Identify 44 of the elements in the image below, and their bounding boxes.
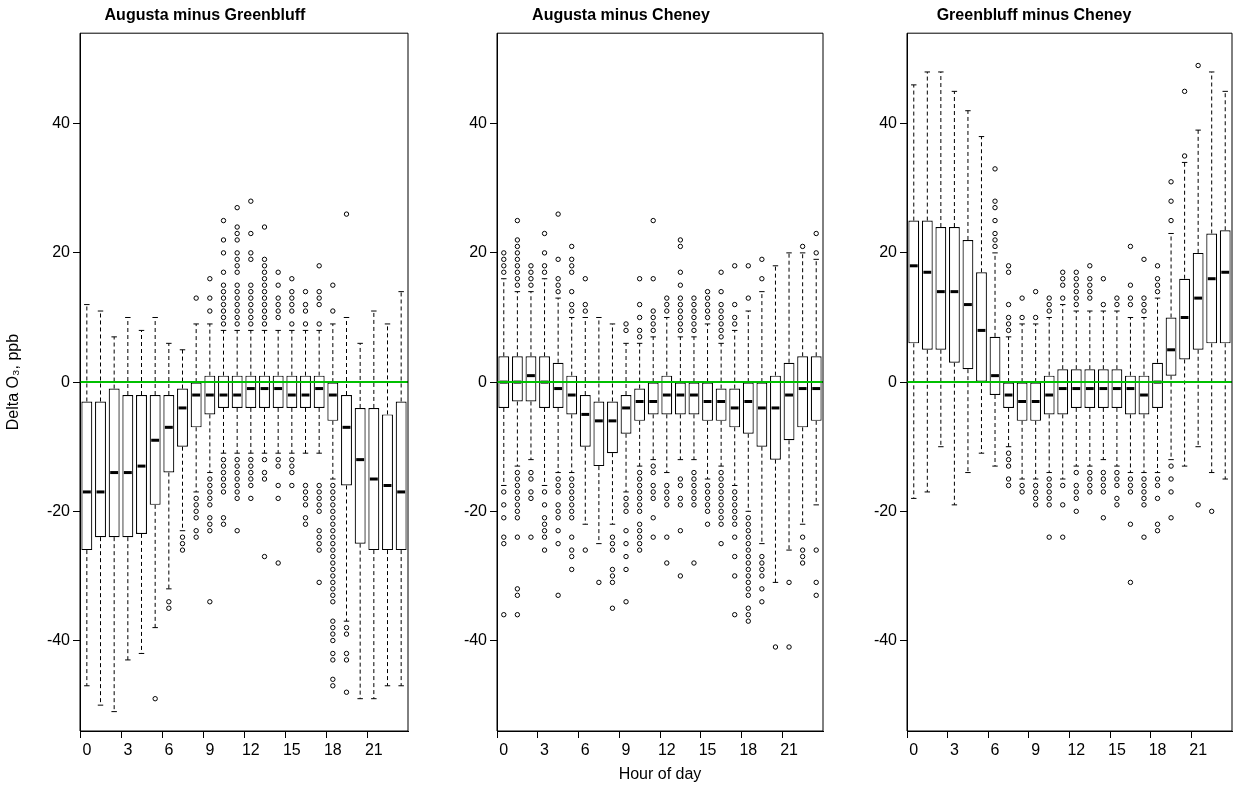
x-tick-label: 3 (540, 741, 550, 759)
x-tick-label: 12 (657, 741, 676, 759)
x-tick-label: 12 (241, 741, 260, 759)
y-tick-label: 20 (879, 243, 898, 261)
y-tick-label: 40 (52, 114, 71, 132)
x-tick-label: 15 (698, 741, 717, 759)
x-tick-label: 15 (282, 741, 301, 759)
x-tick-label: 12 (1067, 741, 1086, 759)
chart-title: Augusta minus Greenbluff (104, 6, 307, 24)
x-tick-label: 6 (580, 741, 590, 759)
y-tick-label: 40 (469, 114, 488, 132)
x-tick-label: 9 (621, 741, 631, 759)
x-tick-label: 15 (1108, 741, 1126, 759)
x-tick-label: 6 (990, 741, 1000, 759)
y-tick-label: 20 (469, 243, 488, 261)
x-tick-label: 21 (364, 741, 383, 759)
y-tick-label: 0 (888, 372, 898, 390)
y-tick-label: -20 (46, 501, 71, 519)
x-tick-label: 6 (164, 741, 174, 759)
x-tick-label: 0 (499, 741, 509, 759)
chart-title: Augusta minus Cheney (532, 6, 710, 24)
y-tick-label: -20 (463, 501, 488, 519)
x-tick-label: 9 (1031, 741, 1041, 759)
chart-title: Greenbluff minus Cheney (936, 6, 1132, 24)
x-tick-label: 0 (82, 741, 92, 759)
x-tick-label: 18 (323, 741, 342, 759)
x-tick-label: 9 (205, 741, 215, 759)
x-tick-label: 18 (739, 741, 758, 759)
y-tick-label: 0 (478, 372, 488, 390)
x-tick-label: 21 (1189, 741, 1208, 759)
x-axis-title: Hour of day (618, 764, 702, 782)
x-tick-label: 21 (780, 741, 799, 759)
y-tick-label: 20 (52, 243, 71, 261)
x-tick-label: 18 (1148, 741, 1167, 759)
y-tick-label: -40 (463, 630, 488, 648)
y-axis-title: Delta O₃, ppb (4, 333, 22, 431)
x-tick-label: 0 (909, 741, 919, 759)
x-tick-label: 3 (949, 741, 959, 759)
y-tick-label: -40 (873, 630, 898, 648)
y-tick-label: -40 (46, 630, 71, 648)
x-tick-label: 3 (123, 741, 133, 759)
y-tick-label: 0 (61, 372, 71, 390)
y-tick-label: 40 (879, 114, 898, 132)
y-tick-label: -20 (873, 501, 898, 519)
